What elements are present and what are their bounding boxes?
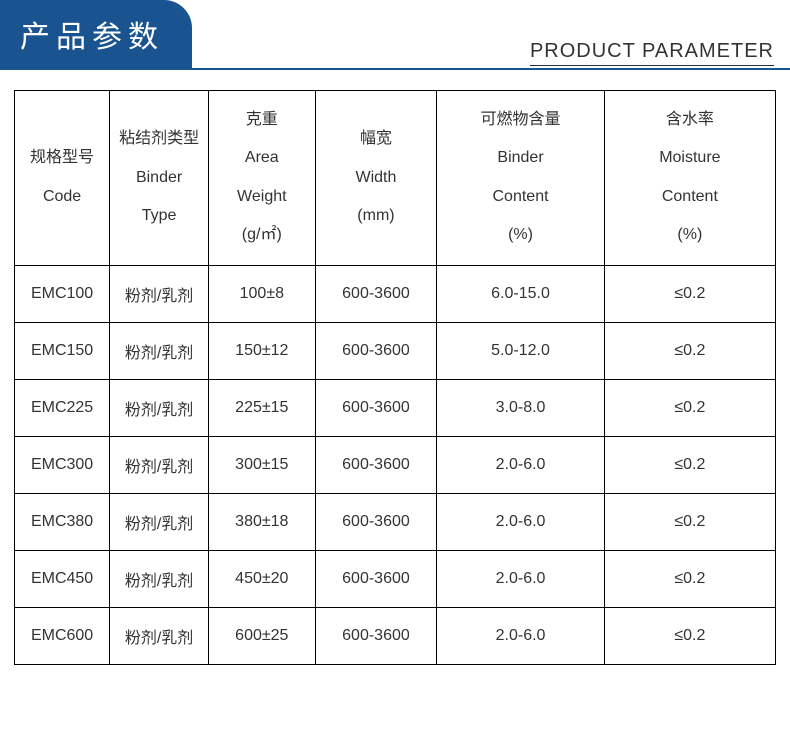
table-cell: 600±25: [209, 607, 316, 664]
col-unit: (%): [508, 226, 533, 243]
subtitle-wrap: PRODUCT PARAMETER: [192, 40, 790, 68]
table-cell: 600-3600: [315, 550, 437, 607]
table-row: EMC300粉剂/乳剂300±15600-36002.0-6.0≤0.2: [15, 436, 776, 493]
table-row: EMC450粉剂/乳剂450±20600-36002.0-6.0≤0.2: [15, 550, 776, 607]
col-en: Area: [245, 149, 279, 166]
col-en: Code: [43, 188, 81, 205]
parameter-table: 规格型号 Code 粘结剂类型 Binder Type 克重 Area Weig…: [14, 90, 776, 665]
table-cell: 2.0-6.0: [437, 550, 604, 607]
col-header-binder-content: 可燃物含量 Binder Content (%): [437, 91, 604, 266]
table-cell: ≤0.2: [604, 265, 775, 322]
col-en2: Weight: [237, 188, 287, 205]
table-cell: 600-3600: [315, 322, 437, 379]
table-cell: 2.0-6.0: [437, 493, 604, 550]
table-cell: 600-3600: [315, 493, 437, 550]
parameter-table-wrap: 规格型号 Code 粘结剂类型 Binder Type 克重 Area Weig…: [0, 90, 790, 665]
col-unit: (g/㎡): [242, 226, 282, 243]
table-cell: ≤0.2: [604, 322, 775, 379]
table-row: EMC100粉剂/乳剂100±8600-36006.0-15.0≤0.2: [15, 265, 776, 322]
table-cell: ≤0.2: [604, 436, 775, 493]
table-cell: 2.0-6.0: [437, 607, 604, 664]
col-cn: 含水率: [666, 111, 714, 128]
col-en: Binder: [497, 149, 543, 166]
table-cell: ≤0.2: [604, 379, 775, 436]
table-cell: 600-3600: [315, 379, 437, 436]
col-cn: 规格型号: [30, 149, 94, 166]
col-en: Width: [356, 169, 397, 186]
table-cell: 600-3600: [315, 607, 437, 664]
col-cn: 粘结剂类型: [119, 130, 199, 147]
table-header-row: 规格型号 Code 粘结剂类型 Binder Type 克重 Area Weig…: [15, 91, 776, 266]
header: 产品参数 PRODUCT PARAMETER: [0, 0, 790, 70]
table-cell: 450±20: [209, 550, 316, 607]
table-cell: 2.0-6.0: [437, 436, 604, 493]
col-en2: Type: [142, 207, 177, 224]
col-en: Moisture: [659, 149, 720, 166]
table-cell: 粉剂/乳剂: [110, 436, 209, 493]
table-cell: 380±18: [209, 493, 316, 550]
table-cell: 粉剂/乳剂: [110, 493, 209, 550]
col-en: Binder: [136, 169, 182, 186]
table-cell: EMC225: [15, 379, 110, 436]
table-cell: 600-3600: [315, 436, 437, 493]
col-en2: Content: [662, 188, 718, 205]
table-cell: EMC300: [15, 436, 110, 493]
col-header-area-weight: 克重 Area Weight (g/㎡): [209, 91, 316, 266]
col-en2: (mm): [357, 207, 394, 224]
col-en2: Content: [493, 188, 549, 205]
table-cell: 粉剂/乳剂: [110, 265, 209, 322]
table-cell: 粉剂/乳剂: [110, 379, 209, 436]
table-cell: EMC150: [15, 322, 110, 379]
table-cell: 粉剂/乳剂: [110, 550, 209, 607]
table-cell: ≤0.2: [604, 607, 775, 664]
col-header-binder-type: 粘结剂类型 Binder Type: [110, 91, 209, 266]
col-cn: 幅宽: [360, 130, 392, 147]
table-cell: EMC380: [15, 493, 110, 550]
col-header-width: 幅宽 Width (mm): [315, 91, 437, 266]
table-cell: 100±8: [209, 265, 316, 322]
table-cell: 5.0-12.0: [437, 322, 604, 379]
table-cell: 粉剂/乳剂: [110, 607, 209, 664]
table-body: EMC100粉剂/乳剂100±8600-36006.0-15.0≤0.2EMC1…: [15, 265, 776, 664]
table-row: EMC225粉剂/乳剂225±15600-36003.0-8.0≤0.2: [15, 379, 776, 436]
table-cell: 600-3600: [315, 265, 437, 322]
table-cell: ≤0.2: [604, 493, 775, 550]
title-en: PRODUCT PARAMETER: [530, 40, 774, 66]
col-cn: 克重: [246, 111, 278, 128]
table-cell: EMC450: [15, 550, 110, 607]
table-cell: EMC100: [15, 265, 110, 322]
col-unit: (%): [677, 226, 702, 243]
table-row: EMC150粉剂/乳剂150±12600-36005.0-12.0≤0.2: [15, 322, 776, 379]
table-cell: ≤0.2: [604, 550, 775, 607]
col-cn: 可燃物含量: [481, 111, 561, 128]
table-cell: 6.0-15.0: [437, 265, 604, 322]
table-cell: 300±15: [209, 436, 316, 493]
table-row: EMC600粉剂/乳剂600±25600-36002.0-6.0≤0.2: [15, 607, 776, 664]
table-cell: 225±15: [209, 379, 316, 436]
table-cell: 3.0-8.0: [437, 379, 604, 436]
table-cell: 粉剂/乳剂: [110, 322, 209, 379]
title-tab-cn: 产品参数: [0, 0, 192, 68]
col-header-code: 规格型号 Code: [15, 91, 110, 266]
table-cell: EMC600: [15, 607, 110, 664]
table-row: EMC380粉剂/乳剂380±18600-36002.0-6.0≤0.2: [15, 493, 776, 550]
col-header-moisture: 含水率 Moisture Content (%): [604, 91, 775, 266]
table-cell: 150±12: [209, 322, 316, 379]
